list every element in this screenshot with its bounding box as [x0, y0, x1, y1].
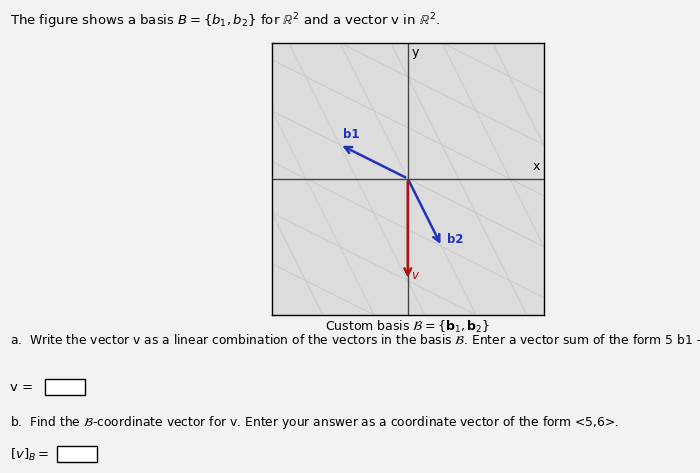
Text: y: y: [412, 46, 419, 59]
Text: b2: b2: [447, 233, 463, 246]
Text: $[v]_B =$: $[v]_B =$: [10, 447, 50, 463]
Text: a.  Write the vector v as a linear combination of the vectors in the basis $\mat: a. Write the vector v as a linear combin…: [10, 333, 700, 348]
Text: b1: b1: [343, 128, 360, 141]
Text: The figure shows a basis $B = \{b_1, b_2\}$ for $\mathbb{R}^2$ and a vector v in: The figure shows a basis $B = \{b_1, b_2…: [10, 12, 440, 31]
Text: v =: v =: [10, 381, 34, 394]
Text: v: v: [411, 269, 418, 282]
Text: x: x: [533, 160, 540, 174]
Text: b.  Find the $\mathcal{B}$-coordinate vector for v. Enter your answer as a coord: b. Find the $\mathcal{B}$-coordinate vec…: [10, 414, 620, 431]
Text: Custom basis $\mathcal{B} = \{\mathbf{b}_1, \mathbf{b}_2\}$: Custom basis $\mathcal{B} = \{\mathbf{b}…: [326, 319, 490, 335]
